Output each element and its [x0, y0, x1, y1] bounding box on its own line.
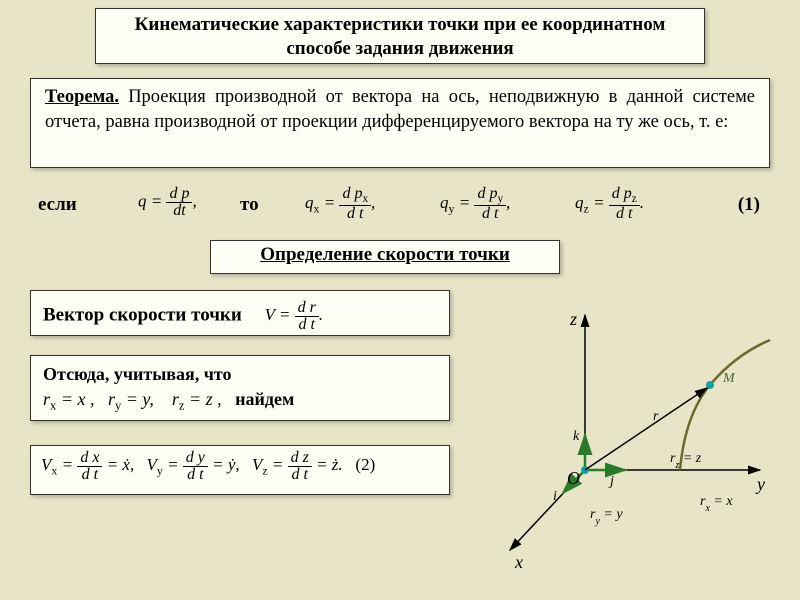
eq-qy: qy = d pyd t, [440, 186, 510, 222]
if-label: если [38, 194, 77, 216]
coordinate-diagram: z y x k j i O M r rz = z rx = x ry = y [475, 300, 775, 580]
eq-qz: qz = d pzd t. [575, 186, 644, 222]
eq-vx: Vx = d xd t = ẋ, [41, 455, 138, 474]
z-axis-label: z [569, 309, 577, 329]
x-axis-label: x [514, 552, 523, 572]
then-label: то [240, 194, 259, 216]
vector-label: Вектор скорости точки [43, 304, 242, 325]
hence-box: Отсюда, учитывая, что rx = x , ry = y, r… [30, 355, 450, 421]
eq-qx: qx = d pxd t, [305, 186, 375, 222]
y-axis-label: y [755, 474, 765, 494]
subheading-box: Определение скорости точки [210, 240, 560, 274]
equation-row-1: если то (1) q = d pdt, qx = d pxd t, qy … [30, 178, 770, 234]
k-label: k [573, 429, 580, 444]
origin-label: O [567, 468, 580, 488]
hence-lead: Отсюда, учитывая, что [43, 364, 232, 384]
r-label: r [653, 409, 659, 424]
ry-label: ry = y [590, 507, 623, 527]
eq-number-1: (1) [738, 194, 760, 216]
hence-find: найдем [235, 389, 294, 409]
eq-vy: Vy = d yd t = ẏ, [146, 455, 243, 474]
result-box: Vx = d xd t = ẋ, Vy = d yd t = ẏ, Vz = d… [30, 445, 450, 495]
m-label: M [722, 371, 736, 386]
title-text: Кинематические характеристики точки при … [135, 14, 666, 59]
theorem-lead: Теорема. [45, 87, 119, 107]
hence-line2: rx = x , ry = y, rz = z , [43, 389, 226, 409]
eq-q-main: q = d pdt, [138, 186, 197, 219]
theorem-text: Проекция производной от вектора на ось, … [45, 87, 755, 132]
vector-box: Вектор скорости точки V = d rd t. [30, 290, 450, 336]
title-box: Кинематические характеристики точки при … [95, 8, 705, 64]
eq-vz: Vz = d zd t = ż. (2) [252, 455, 375, 474]
rz-label: rz = z [670, 451, 702, 471]
i-label: i [553, 489, 557, 504]
theorem-box: Теорема. Проекция производной от вектора… [30, 78, 770, 168]
subheading-text: Определение скорости точки [260, 244, 510, 265]
j-label: j [608, 474, 614, 489]
rx-label: rx = x [700, 494, 733, 514]
vector-eq: V = d rd t. [265, 305, 324, 324]
